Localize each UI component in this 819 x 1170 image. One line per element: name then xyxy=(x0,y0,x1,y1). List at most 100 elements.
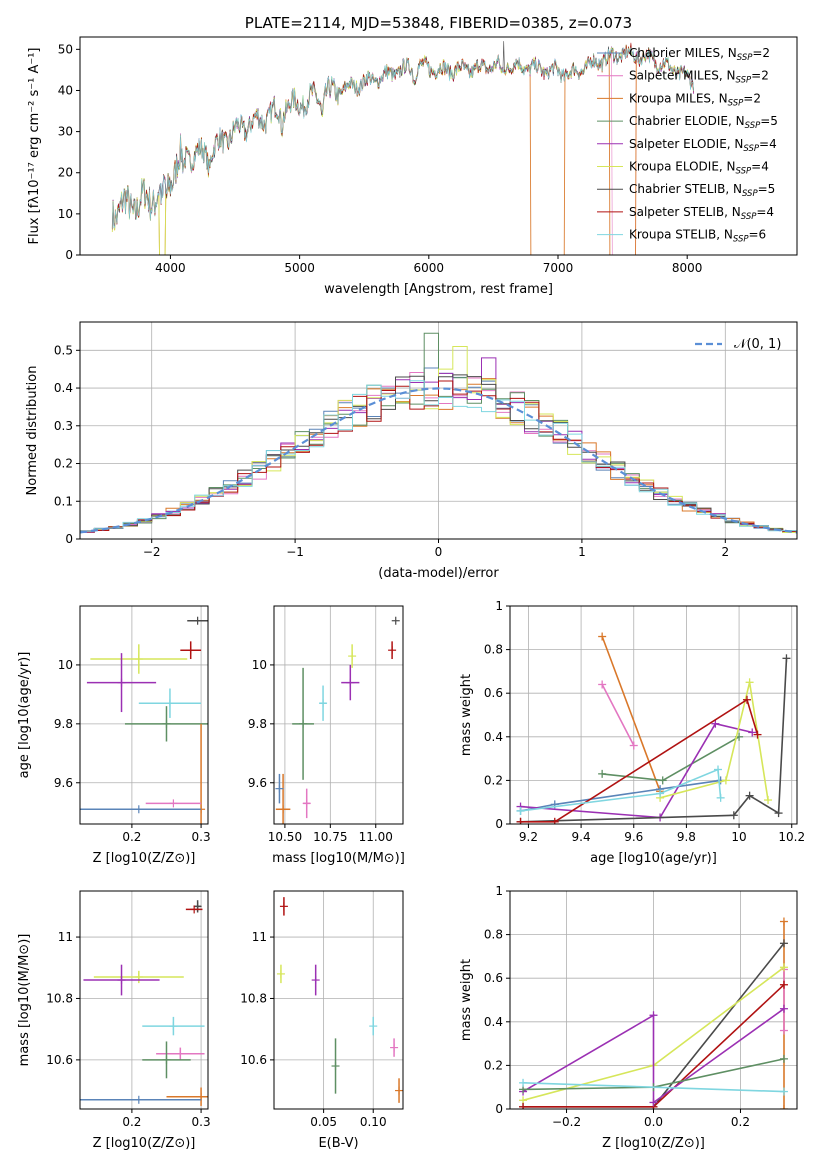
legend-text: Kroupa STELIB, N xyxy=(629,228,733,242)
panel-mass_vs_ebv: 0.05 0.10 10.6 10.8 11 E(B-V) xyxy=(240,890,404,1151)
x-axis-label: Z [log10(Z/Z⊙)] xyxy=(93,851,196,866)
y-tick-label: 0.5 xyxy=(54,343,73,357)
legend-suffix: =2 xyxy=(743,91,761,105)
y-tick-label: 0.2 xyxy=(484,1058,503,1072)
legend-text: Chabrier STELIB, N xyxy=(629,182,742,196)
x-tick-label: 0.0 xyxy=(644,1115,663,1129)
legend-label: Salpeter ELODIE, NSSP=4 xyxy=(629,137,777,154)
plot-area xyxy=(111,41,695,255)
y-tick-label: 0.2 xyxy=(484,773,503,787)
axes-frame: 0.05 0.10 10.6 10.8 11 E(B-V) xyxy=(240,890,404,1151)
y-tick-label: 9.6 xyxy=(54,776,73,790)
y-tick-label: 11 xyxy=(252,930,267,944)
y-tick-label: 20 xyxy=(58,166,73,180)
x-tick-label: 4000 xyxy=(155,261,186,275)
axes-border xyxy=(273,890,404,1110)
x-tick-label: 10.50 xyxy=(268,830,302,844)
x-axis-label: E(B-V) xyxy=(318,1136,358,1151)
x-tick-label: 1 xyxy=(578,545,586,559)
x-tick-label: 7000 xyxy=(543,261,574,275)
series-line-chabrier-miles xyxy=(520,779,721,812)
axes-border xyxy=(79,890,209,1110)
x-tick-label: 0 xyxy=(435,545,443,559)
legend-sub: SSP xyxy=(741,212,757,222)
series-line-kroupa-miles xyxy=(601,636,661,792)
x-tick-label: 10.2 xyxy=(778,830,805,844)
y-tick-label: 0.4 xyxy=(484,1015,503,1029)
legend-suffix: =4 xyxy=(759,137,777,151)
plot-area xyxy=(516,632,791,824)
x-tick-label: 10 xyxy=(731,830,746,844)
legend-text: Salpeter STELIB, N xyxy=(629,205,741,219)
legend-sub: SSP xyxy=(737,53,753,63)
x-tick-label: 2 xyxy=(721,545,729,559)
axes-frame: 0.2 0.3 10.6 10.8 11 Z [log10(Z/Z⊙)] mass [log… xyxy=(17,890,211,1151)
y-tick-label: 0.8 xyxy=(484,928,503,942)
y-tick-label: 10.6 xyxy=(46,1053,73,1067)
y-tick-label: 10.6 xyxy=(240,1053,267,1067)
legend-sub: SSP xyxy=(736,76,752,86)
legend-sub: SSP xyxy=(745,121,761,131)
y-tick-label: 0.3 xyxy=(54,419,73,433)
spectrum-line-kroupa-elodie xyxy=(111,44,695,255)
panel-weight_vs_Z: −0.2 0.0 0.2 0 0.2 0.4 0.6 0.8 1 Z [log10(Z/Z⊙)] m… xyxy=(459,884,798,1151)
y-axis-label: Normed distribution xyxy=(25,366,40,496)
spectrum-line-chabrier-elodie xyxy=(112,44,694,229)
panel-spectrum: 4000 5000 6000 7000 8000 0 10 20 30 40 50 wavelengt… xyxy=(27,14,798,297)
legend-suffix: =5 xyxy=(758,182,776,196)
legend-suffix: =4 xyxy=(751,160,769,174)
x-tick-label: 8000 xyxy=(672,261,703,275)
y-axis-label: mass [log10(M/M⊙)] xyxy=(17,934,32,1067)
legend-text: Chabrier ELODIE, N xyxy=(629,114,745,128)
panel-age_vs_mass: 10.50 10.75 11.00 9.6 9.8 10 mass [log10(M/M⊙)… xyxy=(248,605,405,866)
plot-area xyxy=(80,900,208,1106)
legend-suffix: =5 xyxy=(760,114,778,128)
x-axis-label: wavelength [Angstrom, rest frame] xyxy=(324,282,553,297)
axes-frame: 4000 5000 6000 7000 8000 0 10 20 30 40 50 wavelengt… xyxy=(27,14,798,297)
y-tick-label: 0 xyxy=(65,248,73,262)
plot-area xyxy=(276,897,403,1103)
legend-text: Salpeter ELODIE, N xyxy=(629,137,743,151)
legend-text: Kroupa ELODIE, N xyxy=(629,160,736,174)
x-tick-label: 0.2 xyxy=(122,1115,141,1129)
y-tick-label: 0.6 xyxy=(484,971,503,985)
y-tick-label: 10.8 xyxy=(240,991,267,1005)
y-tick-label: 0 xyxy=(65,532,73,546)
y-tick-label: 9.8 xyxy=(248,717,267,731)
series-line-kroupa-elodie xyxy=(659,682,769,801)
legend-label: Kroupa ELODIE, NSSP=4 xyxy=(629,160,769,177)
spectrum-line-salpeter-stelib xyxy=(112,42,694,230)
series-line-salpeter-stelib xyxy=(520,698,759,823)
x-tick-label: 0.3 xyxy=(192,1115,211,1129)
legend-suffix: =4 xyxy=(756,205,774,219)
y-axis-label: mass weight xyxy=(459,959,474,1041)
x-tick-label: 0.05 xyxy=(310,1115,337,1129)
x-axis-label: Z [log10(Z/Z⊙)] xyxy=(93,1136,196,1151)
axes-border xyxy=(273,605,404,825)
y-tick-label: 0.4 xyxy=(484,730,503,744)
legend-label: Kroupa STELIB, NSSP=6 xyxy=(629,228,766,245)
legend-label: Chabrier ELODIE, NSSP=5 xyxy=(629,114,778,131)
legend-suffix: =2 xyxy=(751,69,769,83)
x-tick-label: −0.2 xyxy=(552,1115,581,1129)
spectrum-line-chabrier-miles xyxy=(112,46,694,230)
x-tick-label: 0.10 xyxy=(360,1115,387,1129)
y-tick-label: 50 xyxy=(58,42,73,56)
x-axis-label: mass [log10(M/M⊙)] xyxy=(272,851,405,866)
legend-sub: SSP xyxy=(742,189,758,199)
y-tick-label: 0.6 xyxy=(484,686,503,700)
y-axis-label: age [log10(age/yr)] xyxy=(17,652,32,779)
legend-label: Salpeter MILES, NSSP=2 xyxy=(629,69,769,86)
y-tick-label: 10.8 xyxy=(46,991,73,1005)
y-tick-label: 11 xyxy=(58,930,73,944)
y-tick-label: 9.6 xyxy=(248,776,267,790)
legend-suffix: =2 xyxy=(752,46,770,60)
legend-label: Salpeter STELIB, NSSP=4 xyxy=(629,205,774,222)
y-tick-label: 10 xyxy=(58,207,73,221)
series-line-kroupa-stelib xyxy=(522,1082,785,1093)
legend-sub: SSP xyxy=(733,235,749,245)
y-tick-label: 10 xyxy=(252,658,267,672)
panel-mass_vs_Z: 0.2 0.3 10.6 10.8 11 Z [log10(Z/Z⊙)] mass [log… xyxy=(17,890,211,1151)
x-tick-label: −2 xyxy=(143,545,161,559)
